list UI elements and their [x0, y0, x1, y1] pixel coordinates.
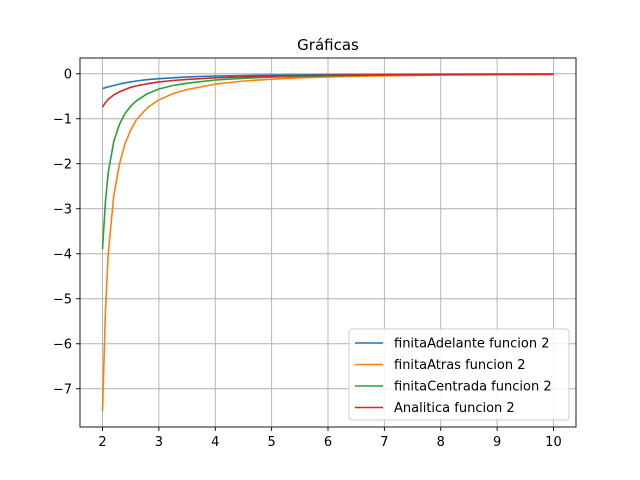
legend-label: finitaAdelante funcion 2: [394, 337, 549, 352]
series-layer: [101, 73, 554, 412]
chart-title: Gráficas: [297, 36, 359, 54]
x-tick-label: 9: [493, 435, 501, 450]
legend: finitaAdelante funcion 2 finitaAtras func…: [348, 328, 570, 421]
series-line: [101, 73, 554, 108]
legend-label: Analitica funcion 2: [394, 401, 515, 416]
series-line: [101, 73, 554, 412]
x-tick-label: 5: [267, 435, 275, 450]
x-tick-label: 3: [155, 435, 163, 450]
axis-ticks: 2 3 4 5 6 7 8 9 10 0 −1 −2 −3 −4 −5 −6 −7: [53, 67, 562, 450]
legend-label: finitaAtras funcion 2: [394, 358, 526, 373]
y-tick-label: −3: [53, 202, 72, 217]
y-tick-label: −1: [53, 112, 72, 127]
y-tick-label: 0: [64, 67, 72, 82]
x-tick-label: 10: [545, 435, 562, 450]
y-tick-label: −4: [53, 247, 72, 262]
x-tick-label: 2: [98, 435, 106, 450]
y-tick-label: −7: [53, 382, 72, 397]
x-tick-label: 8: [437, 435, 445, 450]
y-tick-label: −6: [53, 337, 72, 352]
y-tick-label: −2: [53, 157, 72, 172]
x-tick-label: 4: [211, 435, 219, 450]
y-tick-label: −5: [53, 292, 72, 307]
legend-box: [348, 328, 570, 421]
x-tick-label: 7: [380, 435, 388, 450]
legend-label: finitaCentrada funcion 2: [394, 380, 552, 395]
x-tick-label: 6: [324, 435, 332, 450]
